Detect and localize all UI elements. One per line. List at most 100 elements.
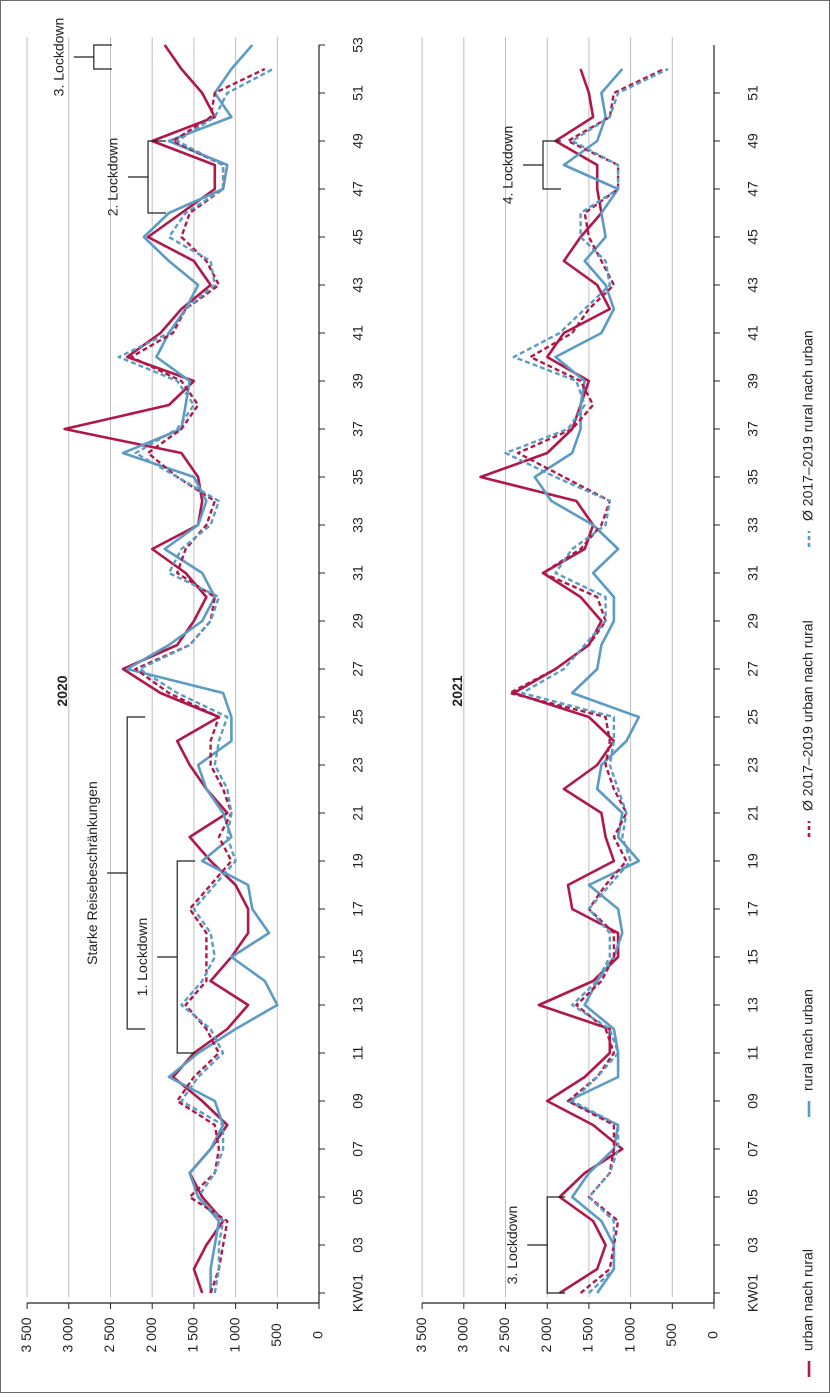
annotation-label: 2. Lockdown: [105, 138, 121, 217]
annotation-label: 3. Lockdown: [51, 18, 67, 97]
value-tick-label: 1 500: [185, 1317, 201, 1352]
week-tick-label: 37: [745, 421, 761, 437]
week-tick-label: 15: [745, 949, 761, 965]
annotation-bracket: [176, 860, 196, 1054]
annotation-0: 1. Lockdown: [134, 860, 196, 1054]
legend-label: urban nach rural: [800, 1249, 816, 1351]
value-tick-label: 0: [705, 1331, 721, 1339]
week-tick-label: 33: [350, 517, 366, 533]
annotation-label: 3. Lockdown: [504, 1206, 520, 1285]
value-tick-label: 2 000: [143, 1317, 159, 1352]
series-line-u2r: [479, 68, 624, 1295]
week-tick-label: 31: [745, 565, 761, 581]
annotation-1: Starke Reisebeschränkungen: [84, 716, 146, 1030]
annotation-bracket: [93, 44, 112, 70]
value-tick-label: 1 500: [580, 1317, 596, 1352]
week-tick-label: 21: [350, 805, 366, 821]
series-line-avg_r2u: [117, 67, 274, 1294]
week-tick-label: 05: [745, 1189, 761, 1205]
week-tick-label: 29: [350, 613, 366, 629]
annotation-label: 4. Lockdown: [500, 126, 516, 205]
week-tick-label: 39: [745, 373, 761, 389]
week-tick-label: 49: [745, 133, 761, 149]
week-tick-label: 33: [745, 517, 761, 533]
panel-title: 2020: [54, 675, 70, 706]
week-tick-label: 25: [350, 709, 366, 725]
week-tick-label: 15: [350, 949, 366, 965]
legend-item: urban nach rural: [800, 1249, 816, 1377]
week-tick-label: KW01: [745, 1274, 761, 1312]
week-tick-label: 43: [350, 277, 366, 293]
panel-2021: 0 500 1 000 1 500 2 000 2 500 3 000 3 500 KW01 03…: [413, 37, 761, 1353]
week-tick-label: 13: [745, 997, 761, 1013]
value-tick-label: 2 500: [496, 1317, 512, 1352]
week-tick-label: 11: [745, 1046, 761, 1061]
annotation-bracket: [147, 140, 167, 214]
annotation-0: 3. Lockdown: [504, 1196, 566, 1294]
annotation-label: 1. Lockdown: [134, 918, 150, 997]
week-tick-label: 25: [745, 709, 761, 725]
week-tick-label: 05: [350, 1189, 366, 1205]
annotation-bracket: [542, 140, 562, 190]
legend-item: Ø 2017–2019 urban nach rural: [800, 620, 816, 837]
panel-2020: 0 500 1 000 1 500 2 000 2 500 3 000 3 500 KW01 03…: [18, 18, 366, 1353]
series-line-r2u: [121, 44, 279, 1293]
week-tick-label: 03: [745, 1237, 761, 1253]
week-tick-label: 23: [350, 757, 366, 773]
legend-label: rural nach urban: [800, 989, 816, 1091]
legend-label: Ø 2017–2019 rural nach urban: [800, 330, 816, 521]
week-tick-label: 39: [350, 373, 366, 389]
legend-label: Ø 2017–2019 urban nach rural: [800, 620, 816, 811]
week-tick-label: 09: [745, 1093, 761, 1109]
value-tick-label: 0: [310, 1331, 326, 1339]
week-tick-label: 53: [350, 37, 366, 53]
value-tick-label: 1 000: [621, 1317, 637, 1352]
week-tick-label: 31: [350, 565, 366, 581]
week-tick-label: 17: [745, 901, 761, 917]
value-tick-label: 500: [663, 1323, 679, 1347]
week-tick-label: 23: [745, 757, 761, 773]
legend-item: Ø 2017–2019 rural nach urban: [800, 330, 816, 547]
panel-title: 2021: [449, 675, 465, 706]
annotation-3: 3. Lockdown: [51, 18, 112, 97]
series-line-r2u: [533, 68, 641, 1294]
week-tick-label: 13: [350, 997, 366, 1013]
annotation-label: Starke Reisebeschränkungen: [84, 781, 100, 965]
legend: urban nach rural rural nach urban Ø 2017–2…: [800, 330, 816, 1377]
week-tick-label: KW01: [350, 1274, 366, 1312]
week-tick-label: 51: [745, 85, 761, 101]
week-tick-label: 07: [350, 1141, 366, 1157]
week-tick-label: 47: [350, 181, 366, 197]
annotation-1: 4. Lockdown: [500, 126, 562, 205]
week-tick-label: 45: [350, 229, 366, 245]
annotation-bracket: [546, 1196, 566, 1294]
series-line-avg_r2u: [504, 67, 669, 1294]
week-tick-label: 17: [350, 901, 366, 917]
value-tick-label: 3 500: [18, 1317, 34, 1352]
week-tick-label: 41: [350, 325, 366, 341]
week-tick-label: 27: [745, 661, 761, 677]
legend-item: rural nach urban: [800, 989, 816, 1117]
value-tick-label: 500: [268, 1323, 284, 1347]
week-tick-label: 11: [350, 1046, 366, 1061]
week-tick-label: 45: [745, 229, 761, 245]
value-tick-label: 3 000: [60, 1317, 76, 1352]
week-tick-label: 19: [350, 853, 366, 869]
week-tick-label: 07: [745, 1141, 761, 1157]
week-tick-label: 47: [745, 181, 761, 197]
week-tick-label: 43: [745, 277, 761, 293]
value-tick-label: 3 500: [413, 1317, 429, 1352]
week-tick-label: 49: [350, 133, 366, 149]
week-tick-label: 41: [745, 325, 761, 341]
week-tick-label: 35: [350, 469, 366, 485]
annotation-2: 2. Lockdown: [105, 138, 167, 217]
week-tick-label: 19: [745, 853, 761, 869]
value-tick-label: 1 000: [226, 1317, 242, 1352]
value-tick-label: 2 500: [101, 1317, 117, 1352]
series-line-u2r: [63, 44, 250, 1294]
week-tick-label: 51: [350, 85, 366, 101]
value-tick-label: 2 000: [538, 1317, 554, 1352]
week-tick-label: 09: [350, 1093, 366, 1109]
